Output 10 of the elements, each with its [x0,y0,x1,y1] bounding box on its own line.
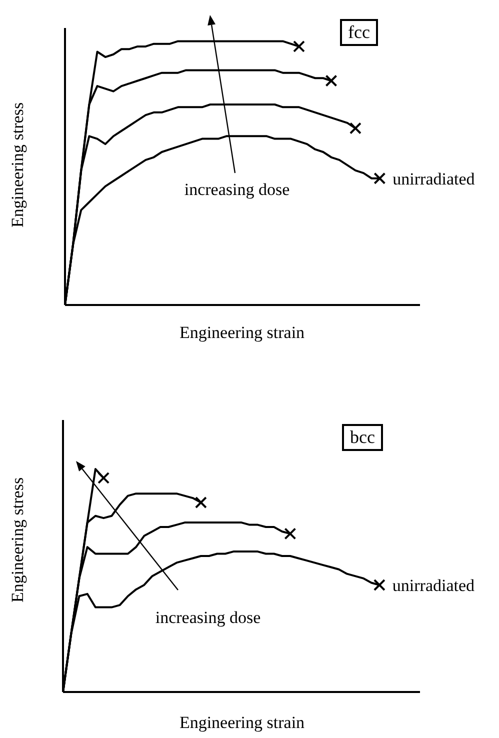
text: bcc [342,424,383,451]
annotation: increasing dose [184,180,290,200]
x-axis-title: Engineering strain [179,323,305,343]
annotation: fcc [340,19,378,46]
series-label: unirradiated [392,169,476,188]
y-axis-title: Engineering stress [8,477,28,603]
annotation: increasing dose [155,608,261,628]
y-axis-title: Engineering stress [8,102,28,228]
series-label: unirradiated [392,576,476,595]
x-axis-title: Engineering strain [179,713,305,733]
